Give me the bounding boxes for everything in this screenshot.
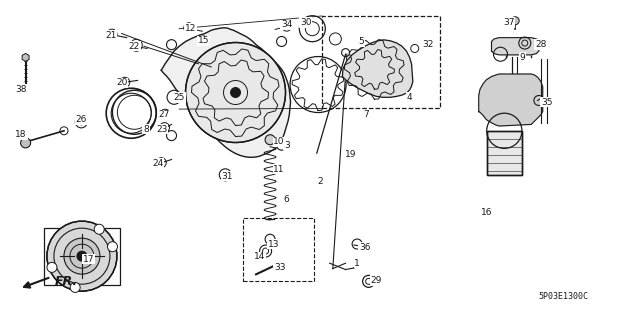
Circle shape	[108, 242, 118, 252]
Text: 38: 38	[15, 85, 27, 94]
Bar	[322, 16, 440, 108]
Text: 12: 12	[185, 24, 196, 33]
Text: 33: 33	[274, 263, 285, 272]
Bar	[44, 228, 120, 285]
Text: 31: 31	[221, 172, 233, 181]
Text: 4: 4	[407, 93, 412, 102]
Text: 35: 35	[541, 98, 552, 107]
Text: 26: 26	[76, 115, 87, 124]
Circle shape	[20, 138, 31, 148]
Text: 36: 36	[359, 243, 371, 252]
Text: 8: 8	[143, 125, 148, 134]
Text: 18: 18	[15, 130, 27, 139]
Text: 9: 9	[520, 53, 525, 62]
Polygon shape	[22, 53, 29, 62]
Circle shape	[511, 17, 519, 25]
Text: 21: 21	[105, 31, 116, 40]
Text: 34: 34	[281, 20, 292, 29]
Circle shape	[186, 42, 285, 143]
Circle shape	[47, 263, 57, 272]
Text: 37: 37	[503, 18, 515, 27]
Text: 1: 1	[355, 259, 360, 268]
Text: 5P03E1300C: 5P03E1300C	[539, 293, 589, 301]
Text: 5: 5	[359, 37, 364, 46]
Text: 14: 14	[253, 252, 265, 261]
Polygon shape	[161, 28, 291, 157]
Bar	[243, 218, 314, 281]
Text: 16: 16	[481, 208, 492, 217]
Polygon shape	[479, 74, 543, 126]
Text: 10: 10	[273, 137, 285, 146]
Text: 24: 24	[152, 159, 164, 168]
Text: 30: 30	[300, 18, 312, 27]
Text: 22: 22	[129, 42, 140, 51]
Text: 20: 20	[116, 78, 127, 87]
Circle shape	[64, 238, 100, 274]
Text: 7: 7	[364, 110, 369, 119]
Polygon shape	[492, 38, 539, 55]
Text: 29: 29	[371, 276, 382, 285]
Circle shape	[77, 251, 87, 261]
Polygon shape	[342, 40, 413, 97]
Text: 11: 11	[273, 165, 285, 174]
Text: 6: 6	[284, 195, 289, 204]
Text: 15: 15	[198, 36, 209, 45]
Text: 28: 28	[535, 40, 547, 49]
Text: 25: 25	[173, 93, 185, 102]
Text: 3: 3	[284, 141, 289, 150]
Text: 17: 17	[83, 255, 94, 263]
Circle shape	[230, 87, 241, 98]
Text: 19: 19	[345, 150, 356, 159]
Circle shape	[47, 221, 117, 291]
Text: 27: 27	[159, 110, 170, 119]
Text: FR.: FR.	[54, 275, 77, 288]
Circle shape	[70, 282, 80, 293]
Bar	[487, 131, 522, 175]
Text: 2: 2	[317, 177, 323, 186]
Bar	[487, 131, 522, 175]
Text: 23: 23	[156, 125, 168, 134]
Text: 13: 13	[268, 240, 279, 249]
Text: 32: 32	[422, 40, 433, 49]
Circle shape	[94, 224, 104, 234]
Circle shape	[265, 135, 275, 145]
